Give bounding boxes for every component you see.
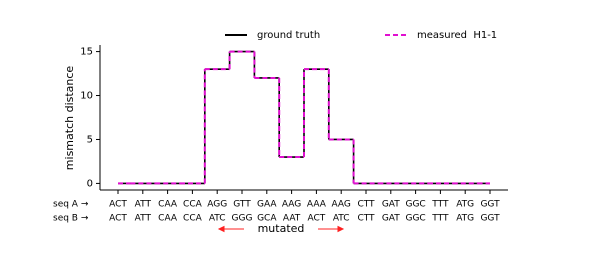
legend-label: ground truth bbox=[257, 30, 320, 41]
seq-b-label: ATC bbox=[209, 214, 226, 224]
arrow-head bbox=[337, 225, 345, 233]
seq-b-label: GCA bbox=[257, 214, 277, 224]
seq-b-label: AAT bbox=[283, 214, 301, 224]
row-b-label: seq B → bbox=[53, 214, 89, 224]
seq-b-label: TTT bbox=[431, 214, 449, 224]
x-tick-label: AAA bbox=[307, 200, 327, 210]
y-tick-label: 10 bbox=[80, 91, 93, 102]
seq-b-label: CTT bbox=[357, 214, 375, 224]
x-tick-label: CAA bbox=[158, 200, 178, 210]
x-tick-label: CCA bbox=[183, 200, 203, 210]
seq-b-label: GGC bbox=[405, 214, 425, 224]
annotation: mutated bbox=[258, 222, 305, 235]
x-tick-label: GAT bbox=[382, 200, 400, 210]
mutated-arrows bbox=[217, 225, 345, 233]
x-tick-label: GGC bbox=[405, 200, 425, 210]
seq-b-label: CAA bbox=[158, 214, 178, 224]
y-tick-label: 0 bbox=[87, 178, 93, 189]
row-a-label: seq A → bbox=[53, 200, 89, 210]
x-tick-label: ACT bbox=[109, 200, 127, 210]
y-axis-label: mismatch distance bbox=[63, 66, 76, 171]
y-tick-label: 5 bbox=[87, 134, 93, 145]
seq-b-label: ACT bbox=[109, 214, 127, 224]
seq-b-label: GGT bbox=[480, 214, 500, 224]
seq-b-label: ACT bbox=[308, 214, 326, 224]
seq-b-label: ATT bbox=[135, 214, 152, 224]
x-tick-label: ATG bbox=[456, 200, 474, 210]
legend-label: measured H1-1 bbox=[417, 30, 497, 41]
arrow-head bbox=[217, 225, 225, 233]
x-tick-label: AAG bbox=[332, 200, 351, 210]
seq-b-label: CCA bbox=[183, 214, 203, 224]
x-tick-label: GGT bbox=[480, 200, 500, 210]
x-tick-label: TTT bbox=[431, 200, 449, 210]
x-tick-label: CTT bbox=[357, 200, 375, 210]
x-tick-label: GAA bbox=[257, 200, 277, 210]
seq-b-label: GGG bbox=[232, 214, 253, 224]
x-tick-label: GTT bbox=[233, 200, 251, 210]
x-tick-label: ATT bbox=[135, 200, 152, 210]
seq-b-label: ATG bbox=[456, 214, 474, 224]
y-tick-label: 15 bbox=[80, 47, 93, 58]
seq-b-label: GAT bbox=[382, 214, 400, 224]
series bbox=[118, 50, 490, 185]
x-tick-label: AAG bbox=[282, 200, 301, 210]
x-tick-label: AGG bbox=[207, 200, 227, 210]
seq-b-label: ATC bbox=[333, 214, 350, 224]
series bbox=[118, 50, 490, 185]
